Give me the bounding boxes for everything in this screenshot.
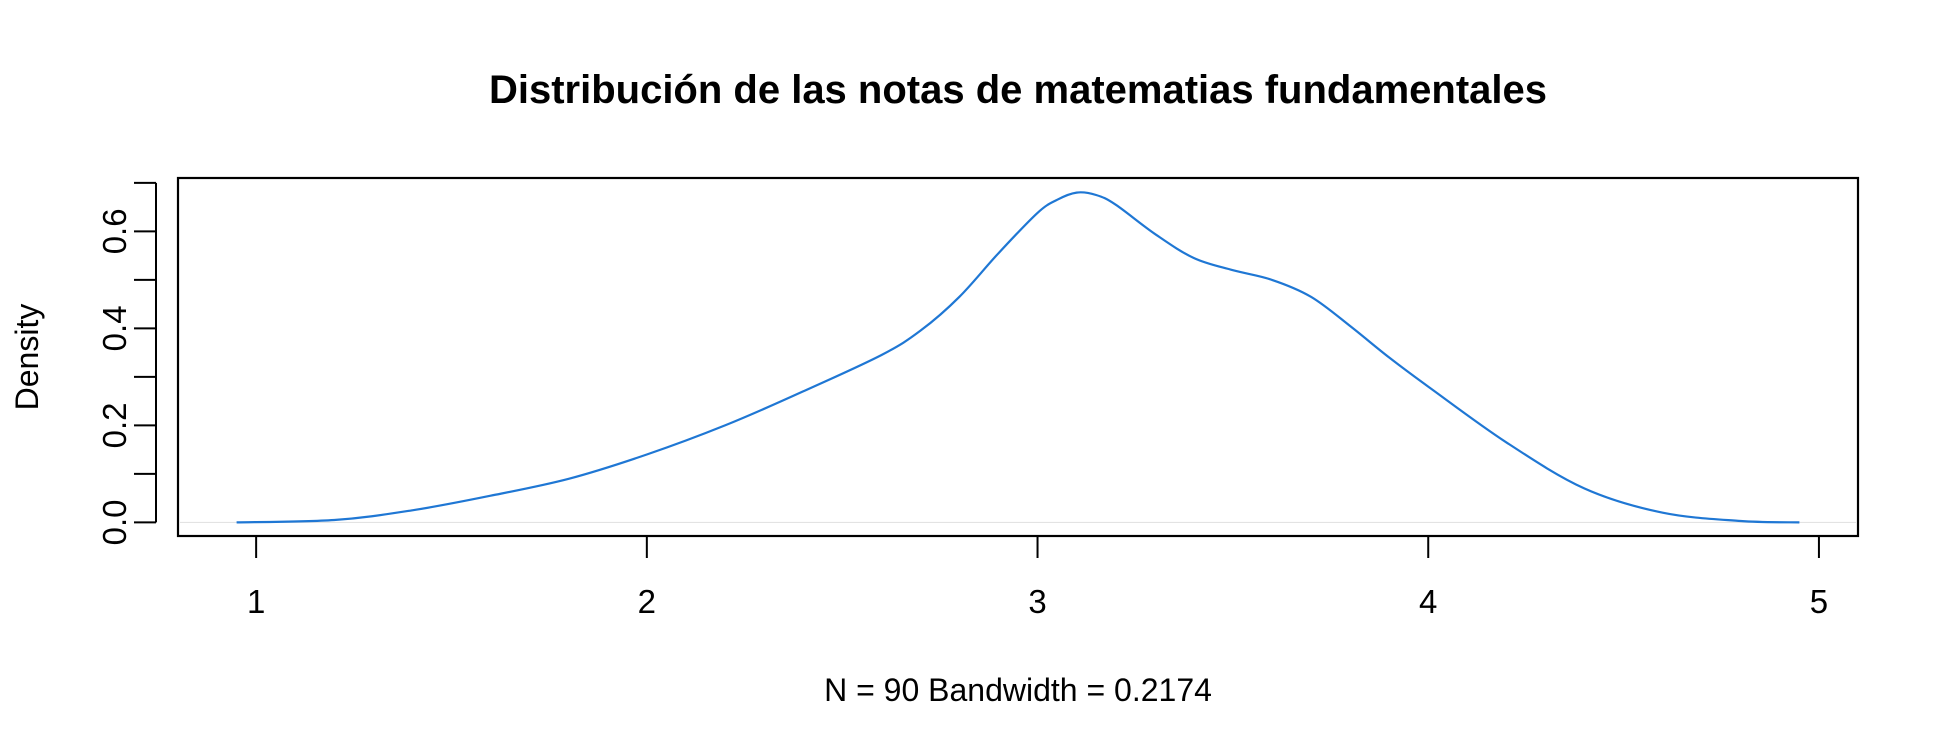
x-tick-label: 2 <box>638 583 656 620</box>
series-layer <box>180 191 1856 524</box>
x-tick-label: 4 <box>1419 583 1437 620</box>
y-tick-label: 0.4 <box>96 305 133 351</box>
density-curve <box>236 191 1800 524</box>
y-axis-label: Density <box>9 304 45 411</box>
y-tick-label: 0.6 <box>96 208 133 254</box>
x-tick-label: 1 <box>247 583 265 620</box>
x-axis: 1 2 3 4 5 <box>247 535 1828 620</box>
y-tick-label: 0.2 <box>96 402 133 448</box>
x-tick-label: 5 <box>1810 583 1828 620</box>
y-axis: 0.0 0.2 0.4 0.6 <box>96 181 157 545</box>
x-tick-label: 3 <box>1028 583 1046 620</box>
y-tick-label: 0.0 <box>96 499 133 545</box>
x-axis-label: N = 90 Bandwidth = 0.2174 <box>824 672 1212 708</box>
chart-title: Distribución de las notas de matematias … <box>489 68 1547 112</box>
